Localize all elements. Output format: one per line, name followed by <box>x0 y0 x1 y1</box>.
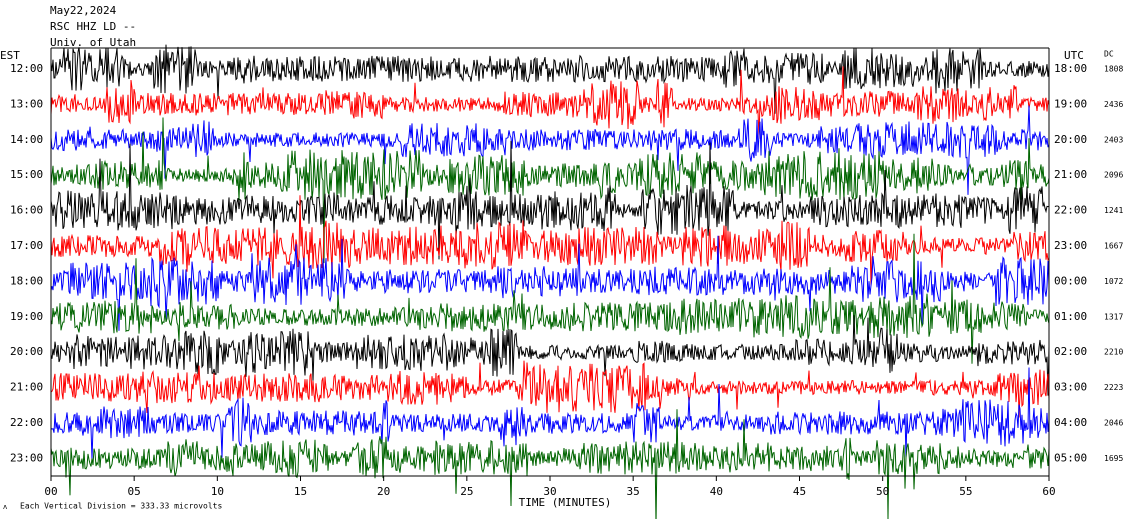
utc-label: 19:00 <box>1054 97 1087 110</box>
est-label: 23:00 <box>10 451 43 464</box>
x-axis-title: TIME (MINUTES) <box>519 496 612 509</box>
est-label: 19:00 <box>10 310 43 323</box>
est-label: 13:00 <box>10 97 43 110</box>
trace <box>50 195 1050 287</box>
x-tick-label: 10 <box>211 485 224 498</box>
utc-label: 01:00 <box>1054 310 1087 323</box>
x-tick-label: 00 <box>44 485 57 498</box>
utc-label: 18:00 <box>1054 62 1087 75</box>
utc-label: 02:00 <box>1054 345 1087 358</box>
x-tick-label: 15 <box>294 485 307 498</box>
dc-title: DC <box>1104 50 1114 59</box>
header-bg <box>48 2 148 46</box>
dc-label: 2046 <box>1104 419 1123 428</box>
est-label: 15:00 <box>10 168 43 181</box>
footer-icon: ʌ <box>3 503 7 511</box>
x-tick-label: 20 <box>377 485 390 498</box>
dc-label: 1241 <box>1104 206 1123 215</box>
trace <box>50 44 1050 114</box>
trace <box>50 360 1050 418</box>
est-label: 21:00 <box>10 381 43 394</box>
dc-label: 1667 <box>1104 242 1123 251</box>
date: May22,2024 <box>50 4 117 17</box>
left-axis-title: EST <box>0 49 20 62</box>
est-label: 14:00 <box>10 133 43 146</box>
source: Univ. of Utah <box>50 36 136 49</box>
trace <box>50 315 1050 396</box>
trace <box>50 66 1050 139</box>
utc-label: 22:00 <box>1054 204 1087 217</box>
utc-label: 04:00 <box>1054 416 1087 429</box>
trace <box>50 105 1050 195</box>
x-tick-label: 30 <box>543 485 556 498</box>
est-label: 16:00 <box>10 204 43 217</box>
dc-label: 2096 <box>1104 171 1123 180</box>
dc-label: 2403 <box>1104 135 1123 144</box>
utc-label: 20:00 <box>1054 133 1087 146</box>
est-label: 17:00 <box>10 239 43 252</box>
trace <box>50 233 1050 364</box>
x-tick-label: 40 <box>710 485 723 498</box>
utc-label: 00:00 <box>1054 274 1087 287</box>
utc-label: 03:00 <box>1054 381 1087 394</box>
footer: Each Vertical Division = 333.33 microvol… <box>20 502 222 511</box>
x-tick-label: 25 <box>460 485 473 498</box>
est-label: 22:00 <box>10 416 43 429</box>
utc-label: 23:00 <box>1054 239 1087 252</box>
trace <box>50 140 1050 260</box>
x-tick-label: 50 <box>876 485 889 498</box>
utc-label: 05:00 <box>1054 451 1087 464</box>
x-tick-label: 05 <box>128 485 141 498</box>
dc-label: 2436 <box>1104 100 1123 109</box>
x-tick-label: 45 <box>793 485 806 498</box>
station: RSC HHZ LD -- <box>50 20 136 33</box>
dc-label: 1808 <box>1104 65 1123 74</box>
dc-label: 1695 <box>1104 454 1123 463</box>
x-tick-label: 55 <box>959 485 972 498</box>
utc-label: 21:00 <box>1054 168 1087 181</box>
dc-label: 1072 <box>1104 277 1123 286</box>
dc-label: 1317 <box>1104 312 1123 321</box>
est-label: 18:00 <box>10 274 43 287</box>
right-axis-title: UTC <box>1064 49 1084 62</box>
dc-label: 2223 <box>1104 383 1123 392</box>
dc-label: 2210 <box>1104 348 1123 357</box>
trace <box>50 367 1050 460</box>
est-label: 20:00 <box>10 345 43 358</box>
x-tick-label: 60 <box>1042 485 1055 498</box>
trace <box>50 117 1050 264</box>
x-tick-label: 35 <box>627 485 640 498</box>
trace <box>50 235 1050 331</box>
trace <box>50 409 1050 519</box>
est-label: 12:00 <box>10 62 43 75</box>
traces <box>50 44 1050 519</box>
